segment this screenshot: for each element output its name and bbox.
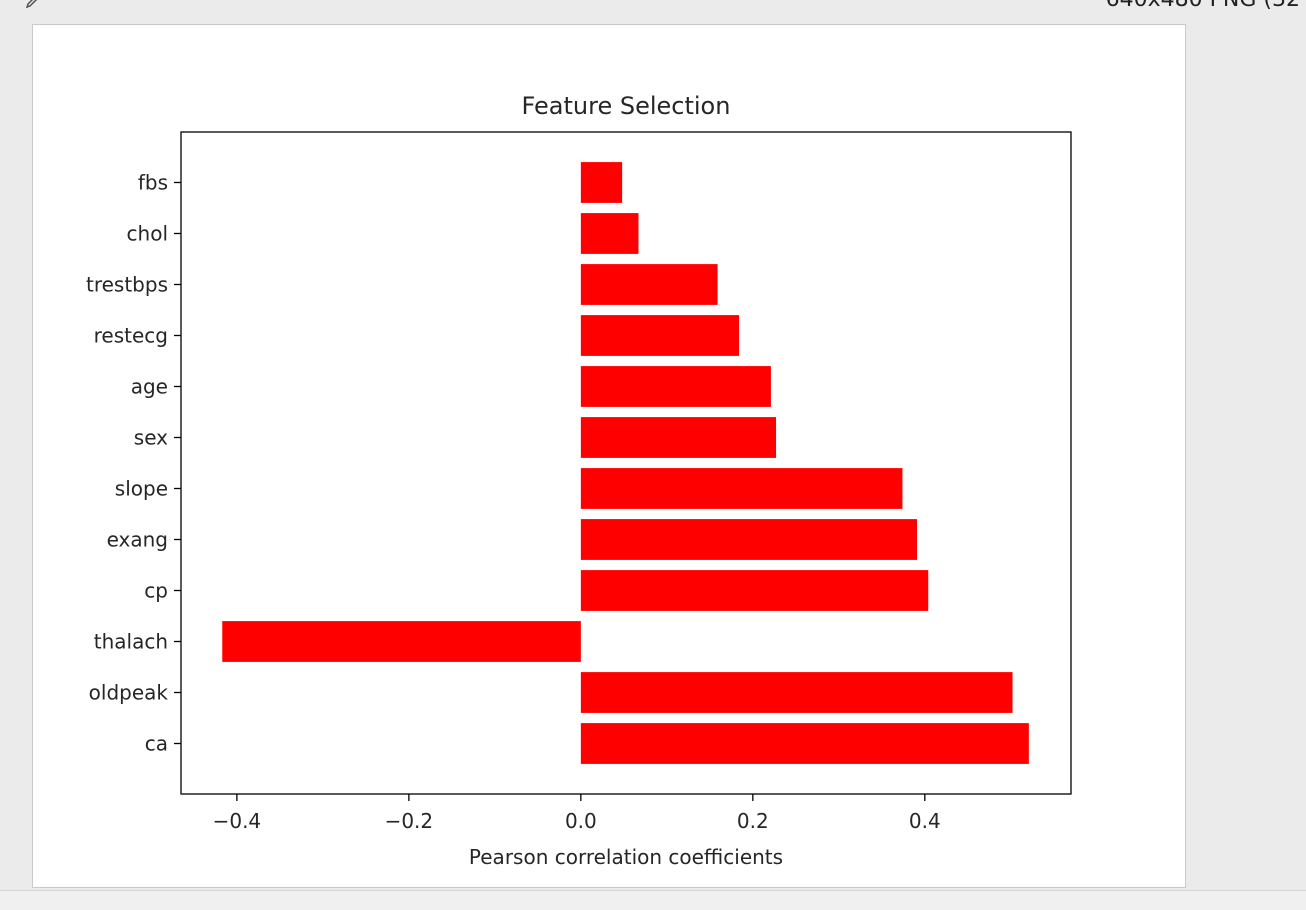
viewer-toolbar: 640x480 PNG (32 bbox=[0, 0, 1306, 12]
chart-title: Feature Selection bbox=[522, 92, 731, 120]
figure-frame: Feature Selection ca oldpeak thalach cp exan… bbox=[32, 24, 1186, 888]
bar-age bbox=[580, 366, 771, 407]
y-tick-label-chol: chol bbox=[127, 221, 168, 245]
bar-thalach bbox=[222, 621, 581, 662]
y-tick-label-fbs: fbs bbox=[138, 170, 168, 194]
bar-chol bbox=[580, 213, 639, 254]
y-tick-label-slope: slope bbox=[115, 477, 168, 501]
y-tick-label-ca: ca bbox=[145, 732, 168, 756]
x-tick-label: 0.4 bbox=[909, 809, 941, 833]
y-tick-label-exang: exang bbox=[107, 528, 168, 552]
bars-layer bbox=[222, 162, 1029, 764]
bar-fbs bbox=[580, 162, 623, 203]
viewer-status-bar bbox=[0, 890, 1306, 910]
bar-ca bbox=[580, 723, 1029, 764]
bar-oldpeak bbox=[580, 672, 1013, 713]
x-ticks: −0.4 −0.2 0.0 0.2 0.4 bbox=[213, 794, 941, 833]
axes-frame bbox=[180, 131, 1072, 795]
bar-slope bbox=[580, 468, 903, 509]
y-tick-label-restecg: restecg bbox=[94, 323, 168, 347]
y-tick-label-age: age bbox=[131, 374, 168, 398]
y-tick-label-oldpeak: oldpeak bbox=[89, 681, 169, 705]
bar-cp bbox=[580, 570, 929, 611]
x-axis-label: Pearson correlation coefficients bbox=[469, 845, 783, 869]
bar-exang bbox=[580, 519, 918, 560]
x-tick-label: 0.0 bbox=[565, 809, 597, 833]
x-tick-label: −0.2 bbox=[385, 809, 434, 833]
bar-trestbps bbox=[580, 264, 718, 305]
y-tick-label-sex: sex bbox=[134, 425, 168, 449]
y-tick-label-thalach: thalach bbox=[94, 630, 168, 654]
pencil-icon[interactable] bbox=[24, 0, 44, 10]
bar-chart: Feature Selection ca oldpeak thalach cp exan… bbox=[86, 92, 1072, 869]
y-ticks: ca oldpeak thalach cp exang slope sex age restec… bbox=[86, 170, 181, 756]
bar-sex bbox=[580, 417, 777, 458]
y-tick-label-cp: cp bbox=[144, 579, 168, 603]
x-tick-label: 0.2 bbox=[737, 809, 769, 833]
bar-restecg bbox=[580, 315, 740, 356]
image-info-label: 640x480 PNG (32 bbox=[1106, 0, 1300, 12]
y-tick-label-trestbps: trestbps bbox=[86, 272, 168, 296]
x-tick-label: −0.4 bbox=[213, 809, 262, 833]
